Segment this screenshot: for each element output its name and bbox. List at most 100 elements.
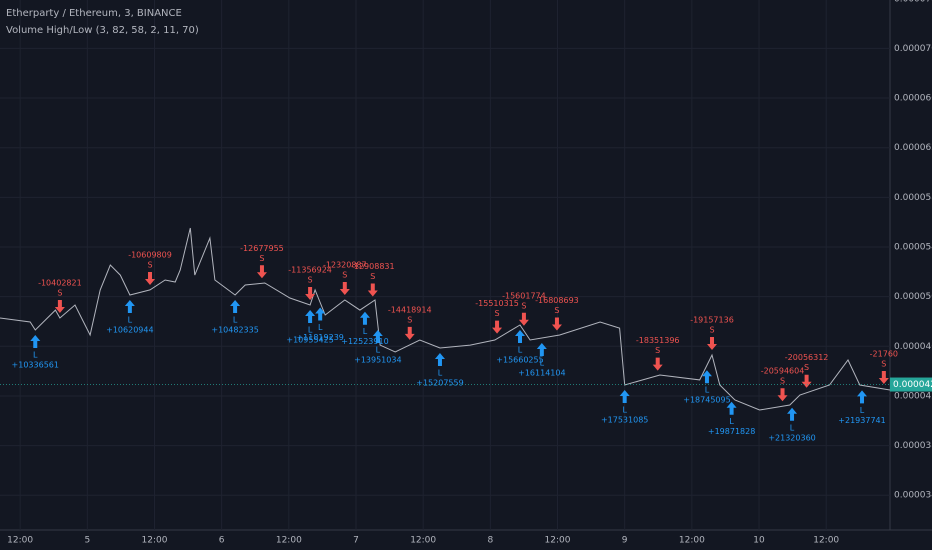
x-tick-label: 6 <box>219 536 225 546</box>
signal-letter: L <box>128 316 133 325</box>
signal-letter: S <box>780 377 785 386</box>
signal-volume: -12908831 <box>351 262 395 271</box>
sell-arrow <box>54 300 65 313</box>
y-tick-label: 0.00005400 <box>894 243 932 253</box>
signal-volume: -19157136 <box>690 315 734 324</box>
signal-letter: S <box>259 254 264 263</box>
sell-arrow <box>145 271 156 285</box>
signal-letter: L <box>33 351 38 360</box>
buy-arrow <box>857 390 868 404</box>
buy-arrow <box>787 407 798 421</box>
signal-volume: +15660255 <box>496 355 543 364</box>
x-tick-label: 8 <box>487 536 493 546</box>
x-tick-label: 9 <box>622 536 628 546</box>
signal-volume: +12523910 <box>341 337 388 346</box>
buy-arrow <box>124 300 135 314</box>
x-tick-label: 12:00 <box>545 536 571 546</box>
signal-letter: L <box>622 406 627 415</box>
signal-volume: +21937741 <box>838 416 885 425</box>
signal-volume: +10336561 <box>12 361 59 370</box>
signal-letter: L <box>233 316 238 325</box>
y-tick-label: 0.00005000 <box>894 292 932 302</box>
sell-arrow <box>551 317 562 331</box>
signal-volume: +10620944 <box>106 326 153 335</box>
sell-arrow <box>305 286 316 300</box>
sell-arrow <box>707 336 717 350</box>
signal-letter: L <box>540 359 545 368</box>
signal-volume: -20056312 <box>785 353 829 362</box>
signal-volume: +17531085 <box>601 416 648 425</box>
signal-letter: L <box>729 417 734 426</box>
buy-arrow <box>305 309 316 323</box>
signal-letter: S <box>57 289 62 298</box>
signal-volume: -16808693 <box>535 296 579 305</box>
signal-volume: -12320887 <box>323 261 367 270</box>
x-tick-label: 12:00 <box>7 536 33 546</box>
signal-letter: S <box>521 301 526 310</box>
signal-volume: +10955425 <box>286 335 333 344</box>
signal-letter: L <box>376 346 381 355</box>
signal-volume: -20594604 <box>761 367 805 376</box>
x-tick-label: 12:00 <box>142 536 168 546</box>
signal-volume: +19871828 <box>708 427 755 436</box>
y-tick-label: 0.00007000 <box>894 44 932 54</box>
signal-volume: -10609809 <box>128 250 172 259</box>
buy-arrow <box>315 307 326 321</box>
signal-volume: -18351396 <box>636 336 680 345</box>
sell-arrow <box>367 283 378 297</box>
y-tick-label: 0.00004600 <box>894 342 932 352</box>
sell-arrow <box>256 265 267 279</box>
signal-letter: L <box>860 406 865 415</box>
sell-arrow <box>492 320 503 334</box>
sell-arrow <box>518 312 529 326</box>
signal-letter: S <box>147 260 152 269</box>
signal-volume: -15510315 <box>475 299 519 308</box>
signal-letter: L <box>438 369 443 378</box>
buy-arrow <box>536 343 547 357</box>
y-tick-label: 0.00007400 <box>894 0 932 4</box>
signal-letter: S <box>407 315 412 324</box>
sell-arrow <box>339 282 350 296</box>
last-price-label: 0.00004292 <box>893 380 932 390</box>
signal-letter: S <box>495 309 500 318</box>
signal-letter: S <box>554 306 559 315</box>
x-tick-label: 12:00 <box>679 536 705 546</box>
x-tick-label: 12:00 <box>813 536 839 546</box>
sell-arrow <box>652 357 663 371</box>
signal-volume: +10482335 <box>211 326 258 335</box>
signal-volume: +16114104 <box>518 369 565 378</box>
signal-letter: S <box>709 325 714 334</box>
sell-arrow <box>404 326 415 340</box>
y-tick-label: 0.00005800 <box>894 193 932 203</box>
x-tick-label: 10 <box>753 536 765 546</box>
x-tick-label: 5 <box>84 536 90 546</box>
signal-letter: L <box>790 423 795 432</box>
sell-arrow <box>777 388 788 402</box>
signal-volume: -12677955 <box>240 244 284 253</box>
chart-title: Etherparty / Ethereum, 3, BINANCE <box>6 8 182 19</box>
signal-volume: -21760 <box>870 349 898 358</box>
y-tick-label: 0.00003400 <box>894 491 932 501</box>
signal-volume: -15601774 <box>502 291 546 300</box>
signal-letter: L <box>705 386 710 395</box>
signal-volume: -10402821 <box>38 279 82 288</box>
signal-volume: -14418914 <box>388 305 432 314</box>
signal-volume: +18745095 <box>683 396 730 405</box>
grid <box>0 0 890 530</box>
y-tick-label: 0.00006600 <box>894 94 932 104</box>
price-line <box>0 227 891 411</box>
signal-volume: -11356924 <box>288 265 332 274</box>
buy-arrow <box>372 330 383 344</box>
signal-letter: S <box>804 363 809 372</box>
buy-arrow <box>30 335 41 349</box>
buy-arrow <box>230 300 241 314</box>
x-tick-label: 7 <box>353 536 359 546</box>
x-tick-label: 12:00 <box>410 536 436 546</box>
signal-letter: S <box>655 346 660 355</box>
signal-volume: +13951034 <box>354 356 401 365</box>
buy-arrow <box>701 370 712 384</box>
y-tick-label: 0.00006200 <box>894 143 932 153</box>
